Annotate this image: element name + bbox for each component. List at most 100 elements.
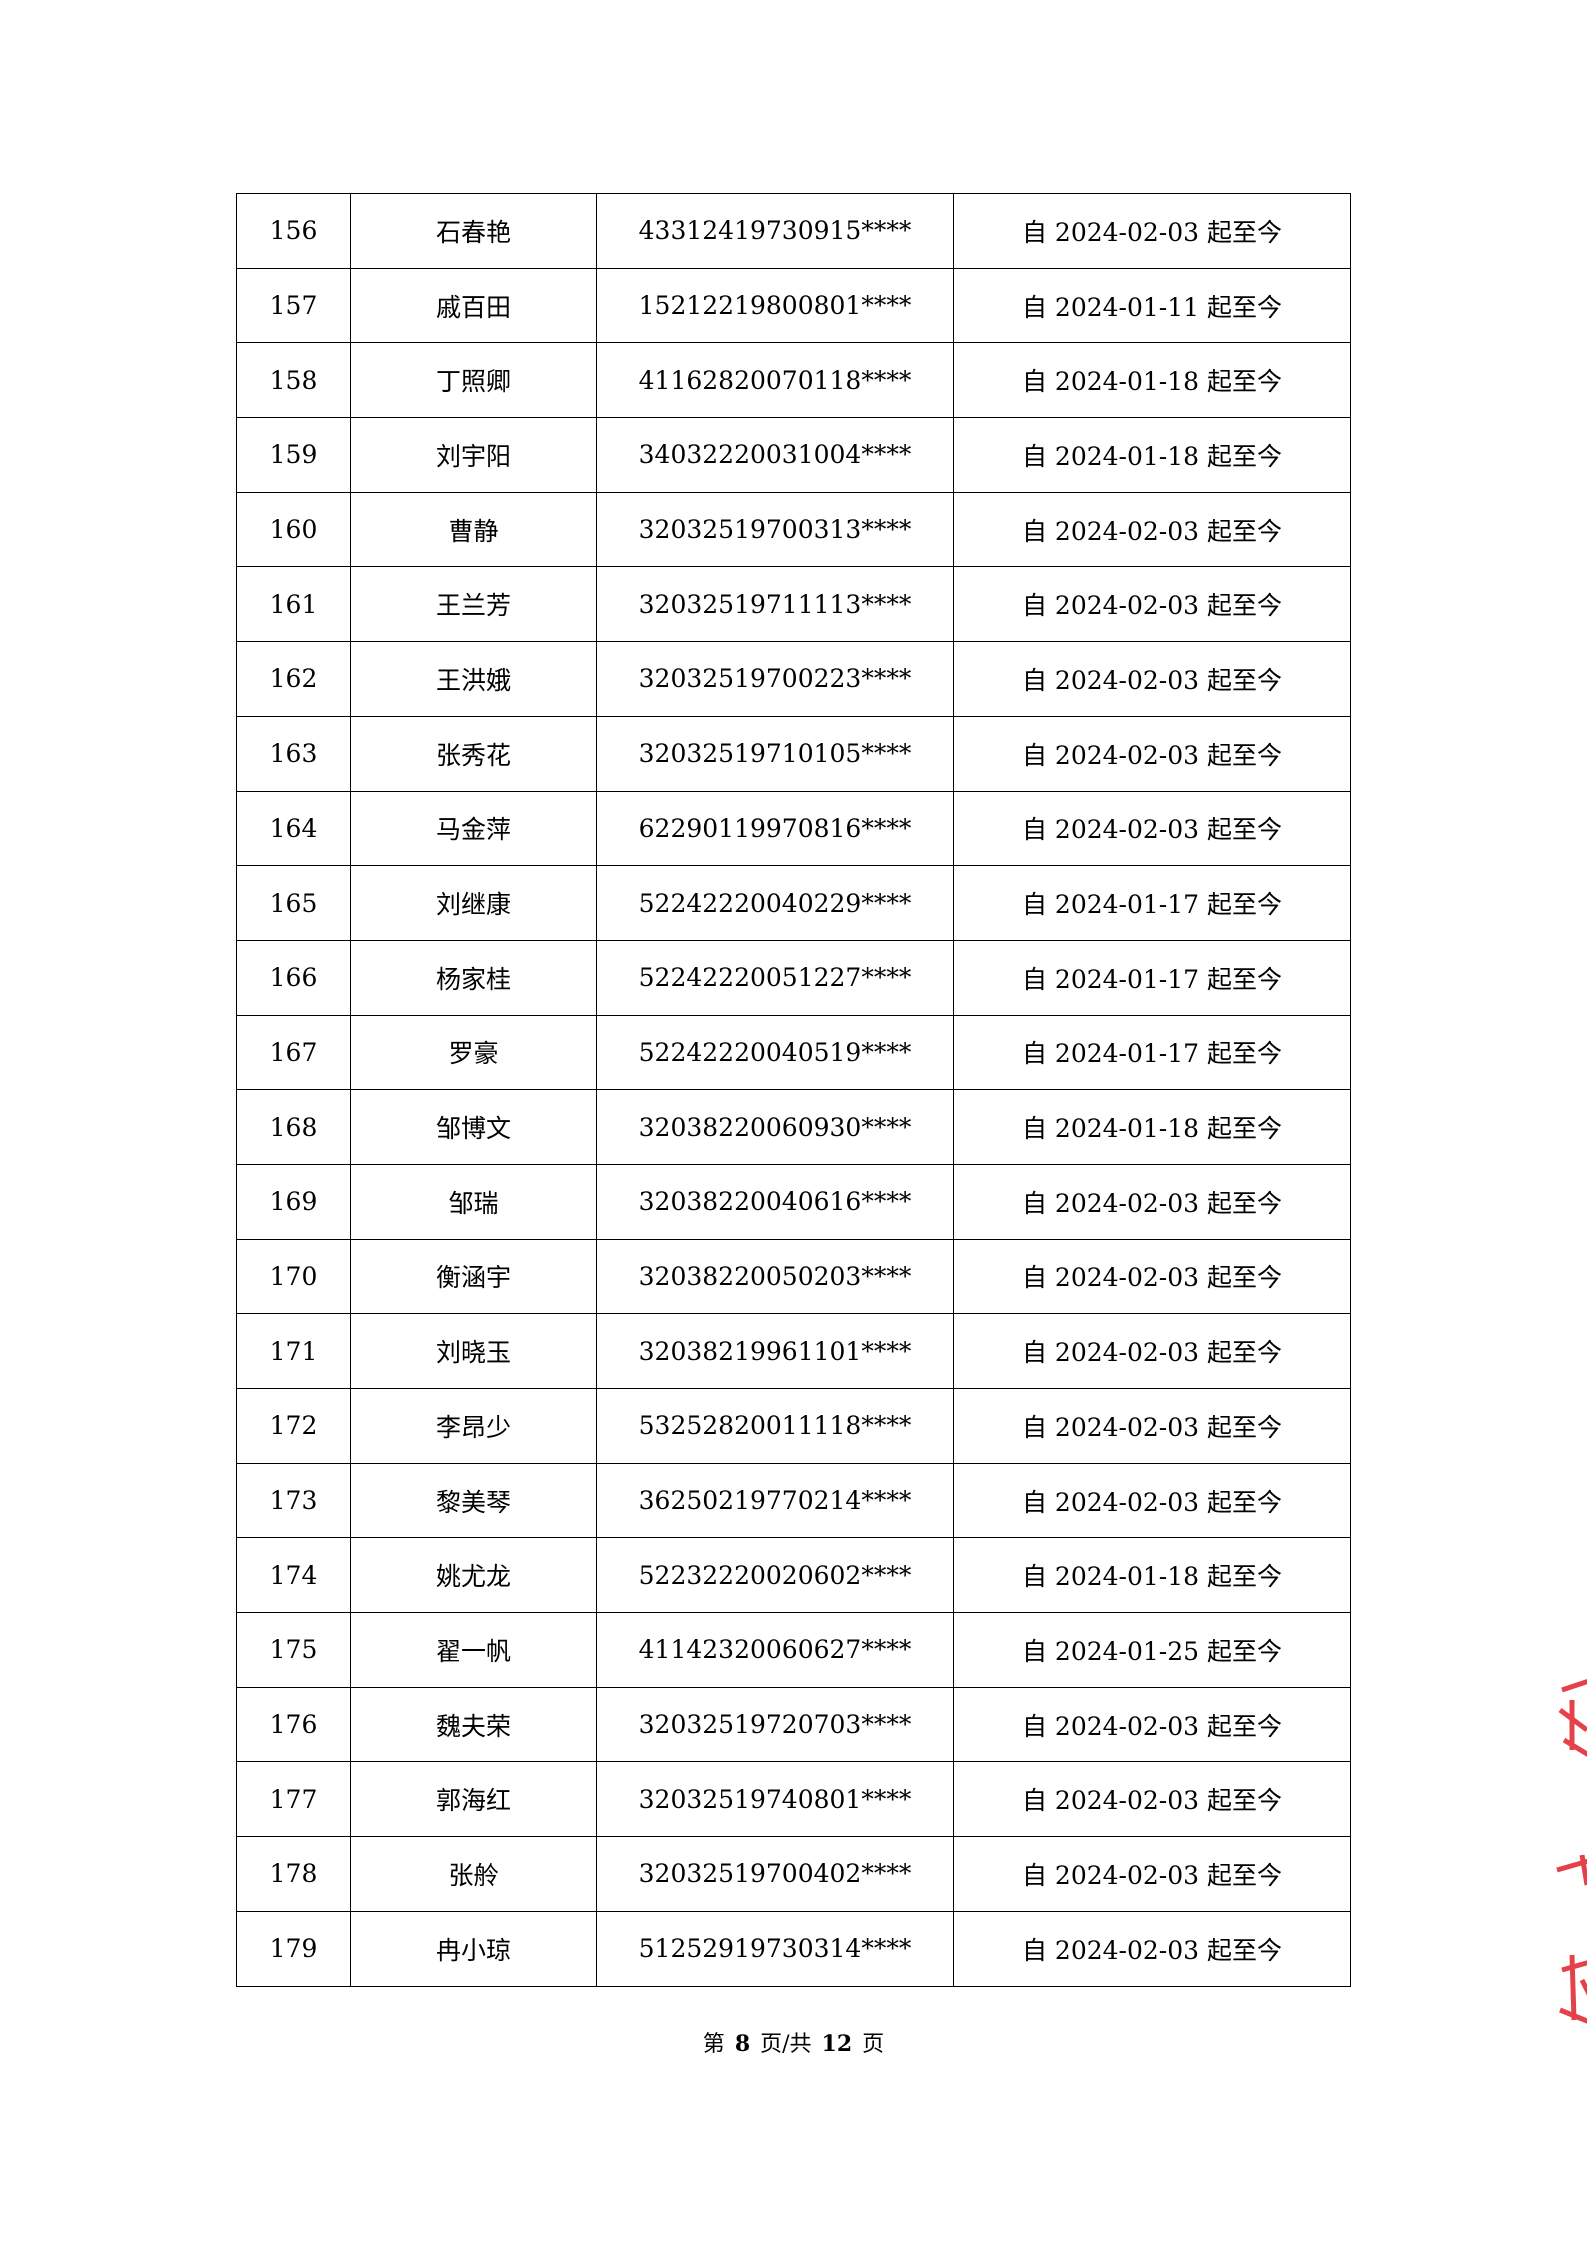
period: 自 2024-01-25 起至今 <box>953 1612 1351 1688</box>
row-number: 160 <box>236 491 351 568</box>
period: 自 2024-02-03 起至今 <box>953 1836 1351 1912</box>
person-name: 王洪娥 <box>350 641 597 717</box>
table-row: 166 杨家桂 52242220051227**** 自 2024-01-17 起至今 <box>236 939 1351 1016</box>
id-number: 62290119970816**** <box>596 790 954 867</box>
period: 自 2024-01-18 起至今 <box>953 1089 1351 1165</box>
table-row: 160 曹静 32032519700313**** 自 2024-02-03 起至今 <box>236 491 1351 568</box>
row-number: 173 <box>236 1462 351 1539</box>
person-name: 张秀花 <box>350 715 597 792</box>
footer-suffix: 页 <box>862 2032 885 2057</box>
id-number: 32032519700223**** <box>596 641 954 717</box>
table-row: 167 罗豪 52242220040519**** 自 2024-01-17 起至今 <box>236 1014 1351 1091</box>
row-number: 164 <box>236 790 351 867</box>
id-number: 52242220040229**** <box>596 865 954 941</box>
row-number: 170 <box>236 1238 351 1315</box>
row-number: 177 <box>236 1761 351 1838</box>
table-row: 179 冉小琼 51252919730314**** 自 2024-02-03 起至今 <box>236 1910 1351 1987</box>
period: 自 2024-02-03 起至今 <box>953 1313 1351 1389</box>
row-number: 169 <box>236 1163 351 1240</box>
id-number: 32032519711113**** <box>596 566 954 643</box>
period: 自 2024-01-17 起至今 <box>953 939 1351 1016</box>
footer-prefix: 第 <box>702 2032 725 2057</box>
id-number: 32032519720703**** <box>596 1686 954 1763</box>
id-number: 43312419730915**** <box>596 193 954 269</box>
person-name: 刘晓玉 <box>350 1313 597 1389</box>
period: 自 2024-02-03 起至今 <box>953 641 1351 717</box>
id-number: 52242220040519**** <box>596 1014 954 1091</box>
period: 自 2024-02-03 起至今 <box>953 1163 1351 1240</box>
person-name: 邹博文 <box>350 1089 597 1165</box>
id-number: 32038220060930**** <box>596 1089 954 1165</box>
table-row: 175 翟一帆 41142320060627**** 自 2024-01-25 起至今 <box>236 1612 1351 1688</box>
table-row: 178 张舲 32032519700402**** 自 2024-02-03 起至今 <box>236 1836 1351 1912</box>
period: 自 2024-02-03 起至今 <box>953 1462 1351 1539</box>
table-row: 158 丁照卿 41162820070118**** 自 2024-01-18 起至今 <box>236 342 1351 419</box>
row-number: 166 <box>236 939 351 1016</box>
id-number: 36250219770214**** <box>596 1462 954 1539</box>
person-name: 郭海红 <box>350 1761 597 1838</box>
table-row: 173 黎美琴 36250219770214**** 自 2024-02-03 起至今 <box>236 1462 1351 1539</box>
person-name: 魏夫荣 <box>350 1686 597 1763</box>
id-number: 53252820011118**** <box>596 1388 954 1464</box>
period: 自 2024-02-03 起至今 <box>953 1910 1351 1987</box>
table-row: 172 李昂少 53252820011118**** 自 2024-02-03 起至今 <box>236 1388 1351 1464</box>
row-number: 158 <box>236 342 351 419</box>
table-row: 165 刘继康 52242220040229**** 自 2024-01-17 起至今 <box>236 865 1351 941</box>
row-number: 171 <box>236 1313 351 1389</box>
id-number: 41162820070118**** <box>596 342 954 419</box>
period: 自 2024-01-18 起至今 <box>953 342 1351 419</box>
table-row: 174 姚尤龙 52232220020602**** 自 2024-01-18 起至今 <box>236 1537 1351 1614</box>
period: 自 2024-02-03 起至今 <box>953 1388 1351 1464</box>
table-row: 169 邹瑞 32038220040616**** 自 2024-02-03 起至今 <box>236 1163 1351 1240</box>
table-row: 170 衡涵宇 32038220050203**** 自 2024-02-03 起至今 <box>236 1238 1351 1315</box>
id-number: 32032519700313**** <box>596 491 954 568</box>
footer-middle: 页/共 <box>760 2032 812 2057</box>
period: 自 2024-01-18 起至今 <box>953 417 1351 493</box>
period: 自 2024-02-03 起至今 <box>953 790 1351 867</box>
table-row: 161 王兰芳 32032519711113**** 自 2024-02-03 起至今 <box>236 566 1351 643</box>
row-number: 157 <box>236 267 351 344</box>
period: 自 2024-01-17 起至今 <box>953 1014 1351 1091</box>
person-name: 姚尤龙 <box>350 1537 597 1614</box>
period: 自 2024-02-03 起至今 <box>953 1761 1351 1838</box>
id-number: 32038220040616**** <box>596 1163 954 1240</box>
official-seal-stamp <box>1556 1679 1587 2024</box>
table-row: 162 王洪娥 32032519700223**** 自 2024-02-03 起至今 <box>236 641 1351 717</box>
row-number: 167 <box>236 1014 351 1091</box>
person-name: 衡涵宇 <box>350 1238 597 1315</box>
row-number: 165 <box>236 865 351 941</box>
row-number: 175 <box>236 1612 351 1688</box>
page-footer: 第 8 页/共 12 页 <box>0 2026 1587 2058</box>
person-name: 黎美琴 <box>350 1462 597 1539</box>
id-number: 32032519710105**** <box>596 715 954 792</box>
period: 自 2024-01-17 起至今 <box>953 865 1351 941</box>
table-row: 156 石春艳 43312419730915**** 自 2024-02-03 起至今 <box>236 193 1351 269</box>
id-number: 32038219961101**** <box>596 1313 954 1389</box>
table-row: 171 刘晓玉 32038219961101**** 自 2024-02-03 起至今 <box>236 1313 1351 1389</box>
id-number: 15212219800801**** <box>596 267 954 344</box>
person-name: 罗豪 <box>350 1014 597 1091</box>
person-name: 杨家桂 <box>350 939 597 1016</box>
row-number: 163 <box>236 715 351 792</box>
period: 自 2024-02-03 起至今 <box>953 1686 1351 1763</box>
row-number: 179 <box>236 1910 351 1987</box>
table-row: 164 马金萍 62290119970816**** 自 2024-02-03 起至今 <box>236 790 1351 867</box>
id-number: 51252919730314**** <box>596 1910 954 1987</box>
period: 自 2024-02-03 起至今 <box>953 566 1351 643</box>
person-name: 王兰芳 <box>350 566 597 643</box>
personnel-table: 156 石春艳 43312419730915**** 自 2024-02-03 起至今… <box>236 193 1351 1987</box>
table-row: 159 刘宇阳 34032220031004**** 自 2024-01-18 起至今 <box>236 417 1351 493</box>
row-number: 168 <box>236 1089 351 1165</box>
period: 自 2024-01-11 起至今 <box>953 267 1351 344</box>
row-number: 161 <box>236 566 351 643</box>
person-name: 张舲 <box>350 1836 597 1912</box>
id-number: 52242220051227**** <box>596 939 954 1016</box>
person-name: 邹瑞 <box>350 1163 597 1240</box>
person-name: 马金萍 <box>350 790 597 867</box>
id-number: 32032519700402**** <box>596 1836 954 1912</box>
period: 自 2024-02-03 起至今 <box>953 491 1351 568</box>
table-row: 176 魏夫荣 32032519720703**** 自 2024-02-03 起至今 <box>236 1686 1351 1763</box>
table-row: 177 郭海红 32032519740801**** 自 2024-02-03 起至今 <box>236 1761 1351 1838</box>
person-name: 冉小琼 <box>350 1910 597 1987</box>
person-name: 戚百田 <box>350 267 597 344</box>
